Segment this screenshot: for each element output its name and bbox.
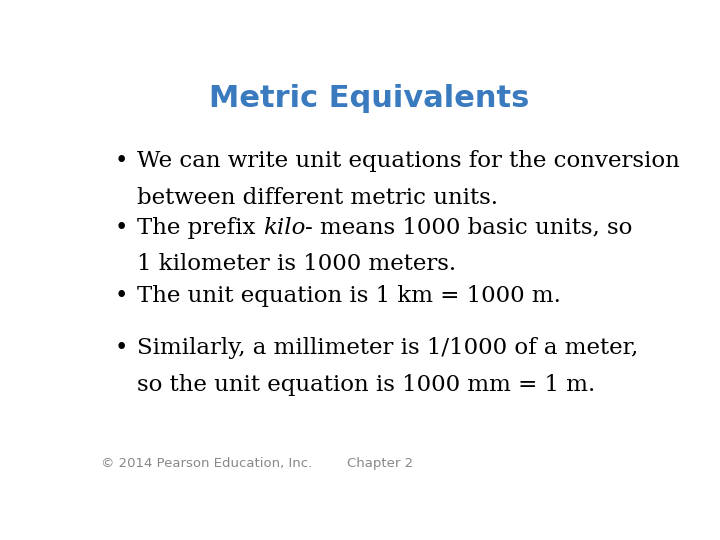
Text: © 2014 Pearson Education, Inc.: © 2014 Pearson Education, Inc. <box>101 457 312 470</box>
Text: The prefix: The prefix <box>138 217 263 239</box>
Text: •: • <box>115 337 128 359</box>
Text: 1 kilometer is 1000 meters.: 1 kilometer is 1000 meters. <box>138 253 456 275</box>
Text: Chapter 2: Chapter 2 <box>347 457 413 470</box>
Text: We can write unit equations for the conversion: We can write unit equations for the conv… <box>138 150 680 172</box>
Text: The unit equation is 1 km = 1000 m.: The unit equation is 1 km = 1000 m. <box>138 285 562 307</box>
Text: between different metric units.: between different metric units. <box>138 187 498 208</box>
Text: kilo: kilo <box>263 217 305 239</box>
Text: - means 1000 basic units, so: - means 1000 basic units, so <box>305 217 633 239</box>
Text: •: • <box>115 217 128 239</box>
Text: Similarly, a millimeter is 1/1000 of a meter,: Similarly, a millimeter is 1/1000 of a m… <box>138 337 639 359</box>
Text: Metric Equivalents: Metric Equivalents <box>209 84 529 112</box>
Text: •: • <box>115 150 128 172</box>
Text: •: • <box>115 285 128 307</box>
Text: so the unit equation is 1000 mm = 1 m.: so the unit equation is 1000 mm = 1 m. <box>138 374 595 396</box>
